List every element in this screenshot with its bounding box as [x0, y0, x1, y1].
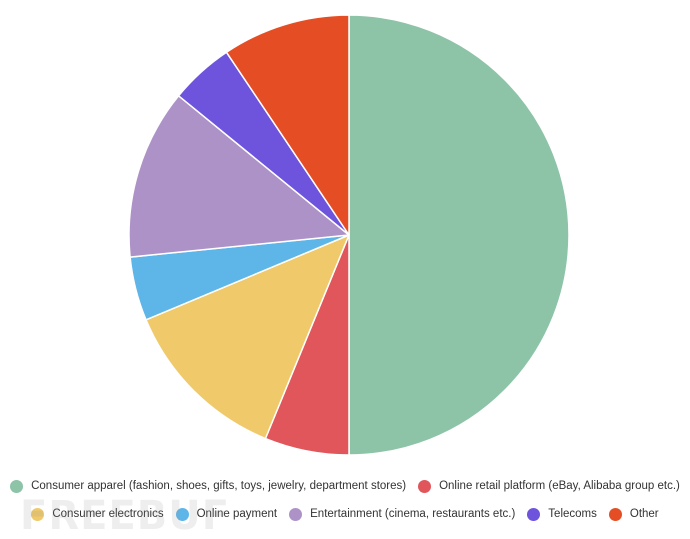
pie-slices [128, 14, 570, 456]
pie-slice-other[interactable] [225, 14, 350, 236]
legend-item-consumer-electronics[interactable]: Consumer electronics [31, 507, 164, 521]
legend-label: Online payment [196, 508, 278, 520]
legend-marker [10, 479, 24, 493]
legend-label: Other [629, 508, 659, 520]
legend: Consumer apparel (fashion, shoes, gifts,… [0, 472, 690, 528]
legend-label: Telecoms [548, 508, 597, 520]
legend-item-online-payment[interactable]: Online payment [175, 507, 278, 521]
legend-marker [31, 507, 45, 521]
pie-slice-entertainment[interactable] [128, 95, 350, 258]
legend-item-consumer-apparel[interactable]: Consumer apparel (fashion, shoes, gifts,… [10, 479, 407, 493]
legend-marker [175, 507, 189, 521]
legend-label: Online retail platform (eBay, Alibaba gr… [439, 480, 680, 492]
legend-marker [289, 507, 303, 521]
legend-marker [608, 507, 622, 521]
legend-row-1: Consumer apparel (fashion, shoes, gifts,… [0, 472, 690, 500]
legend-item-other[interactable]: Other [608, 507, 659, 521]
legend-marker [418, 479, 432, 493]
legend-row-2: Consumer electronics Online payment Ente… [0, 500, 690, 528]
legend-marker [527, 507, 541, 521]
pie-slice-consumer-electronics[interactable] [145, 234, 350, 440]
legend-item-entertainment[interactable]: Entertainment (cinema, restaurants etc.) [289, 507, 516, 521]
legend-item-telecoms[interactable]: Telecoms [527, 507, 597, 521]
legend-label: Entertainment (cinema, restaurants etc.) [310, 508, 516, 520]
legend-label: Consumer apparel (fashion, shoes, gifts,… [31, 480, 407, 492]
pie-slice-consumer-apparel[interactable] [348, 14, 570, 456]
legend-label: Consumer electronics [52, 508, 164, 520]
legend-item-online-retail-platform[interactable]: Online retail platform (eBay, Alibaba gr… [418, 479, 680, 493]
